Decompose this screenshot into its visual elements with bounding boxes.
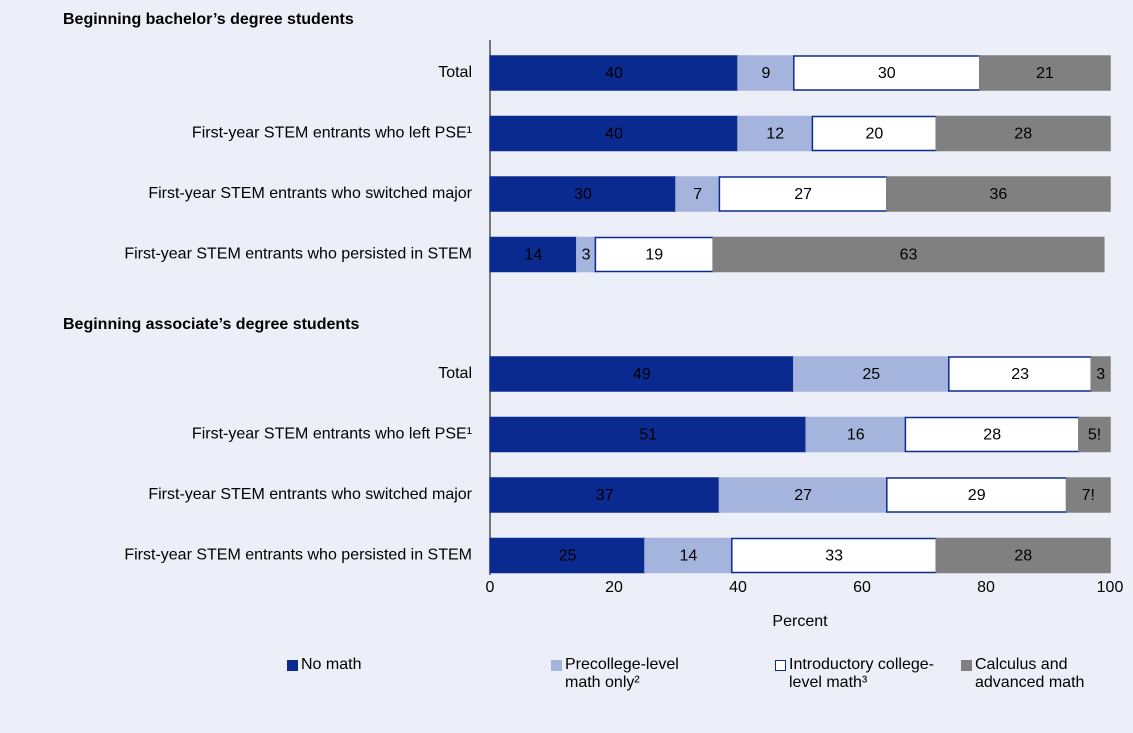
value-label: 20 [866,126,884,143]
value-label: 27 [794,186,812,203]
bar-segment [1078,416,1111,453]
value-label: 14 [525,247,543,264]
category-label: Total [438,64,472,81]
category-label: First-year STEM entrants who persisted i… [124,246,472,263]
legend-swatch [961,660,972,671]
bar-segment [935,537,1111,574]
value-label: 14 [680,548,698,565]
value-label: 28 [983,427,1001,444]
bar-segment [935,115,1111,152]
bar-segment [489,477,721,513]
value-label: 51 [639,427,657,444]
value-label: 25 [559,548,577,565]
bar-segment [675,176,721,212]
bar-segment [489,176,677,212]
category-label: First-year STEM entrants who left PSE¹ [192,426,472,443]
value-label: 12 [766,126,784,143]
x-tick-label: 40 [729,579,747,596]
legend-swatch [287,660,298,671]
bar-segment [1090,356,1111,392]
bar-segment [805,416,907,453]
bar-segment [904,416,1080,453]
bar-segment [886,176,1111,212]
value-label: 27 [794,487,812,504]
legend-swatch [775,660,786,671]
x-axis-label: Percent [772,613,828,630]
value-label: 30 [878,65,896,82]
bar-segment [712,236,1105,273]
legend-label: No math [301,656,362,673]
group-title: Beginning bachelor’s degree students [63,11,354,28]
bar-segment [644,537,733,574]
category-label: First-year STEM entrants who switched ma… [148,185,472,202]
category-label: Total [438,365,472,382]
value-label: 19 [645,247,663,264]
legend-item: Introductory college-level math³ [775,656,939,692]
value-label: 16 [847,427,865,444]
x-tick-label: 80 [977,579,995,596]
value-label: 7! [1082,487,1095,504]
value-label: 30 [574,186,592,203]
category-label: First-year STEM entrants who switched ma… [148,486,472,503]
value-label: 3 [582,247,591,264]
category-label: First-year STEM entrants who left PSE¹ [192,125,472,142]
value-label: 23 [1011,366,1029,383]
value-label: 9 [761,65,770,82]
category-label: First-year STEM entrants who persisted i… [124,547,472,564]
value-label: 63 [900,247,918,264]
bar-segment [737,55,795,91]
bar-segment [731,537,938,574]
bar-segment [886,477,1068,513]
value-label: 40 [605,126,623,143]
legend-label: Precollege-level math only² [565,656,679,691]
value-label: 37 [596,487,614,504]
bar-segment [594,236,714,273]
legend-label: Calculus and advanced math [975,656,1085,691]
x-tick-label: 60 [853,579,871,596]
bar-segment [489,236,578,273]
value-label: 29 [968,487,986,504]
legend-item: Calculus and advanced math [961,656,1125,692]
legend-item: Precollege-level math only² [551,656,715,692]
legend-swatch [551,660,562,671]
bar-segment [1065,477,1111,513]
value-label: 28 [1014,126,1032,143]
value-label: 21 [1036,65,1054,82]
value-label: 25 [862,366,880,383]
value-label: 49 [633,366,651,383]
legend-label: Introductory college-level math³ [789,656,934,691]
value-label: 28 [1014,548,1032,565]
x-tick-label: 20 [605,579,623,596]
value-label: 3 [1096,366,1105,383]
value-label: 7 [693,186,702,203]
bar-segment [979,55,1111,91]
group-title: Beginning associate’s degree students [63,316,359,333]
value-label: 36 [990,186,1008,203]
x-tick-label: 100 [1097,579,1124,596]
bar-segment [489,416,807,453]
value-label: 33 [825,548,843,565]
bar-segment [718,176,888,212]
legend-item: No math [287,656,451,674]
x-tick-label: 0 [486,579,495,596]
bar-segment [793,55,981,91]
value-label: 40 [605,65,623,82]
bar-segment [718,477,888,513]
value-label: 5! [1088,427,1101,444]
bar-segment [948,356,1093,392]
